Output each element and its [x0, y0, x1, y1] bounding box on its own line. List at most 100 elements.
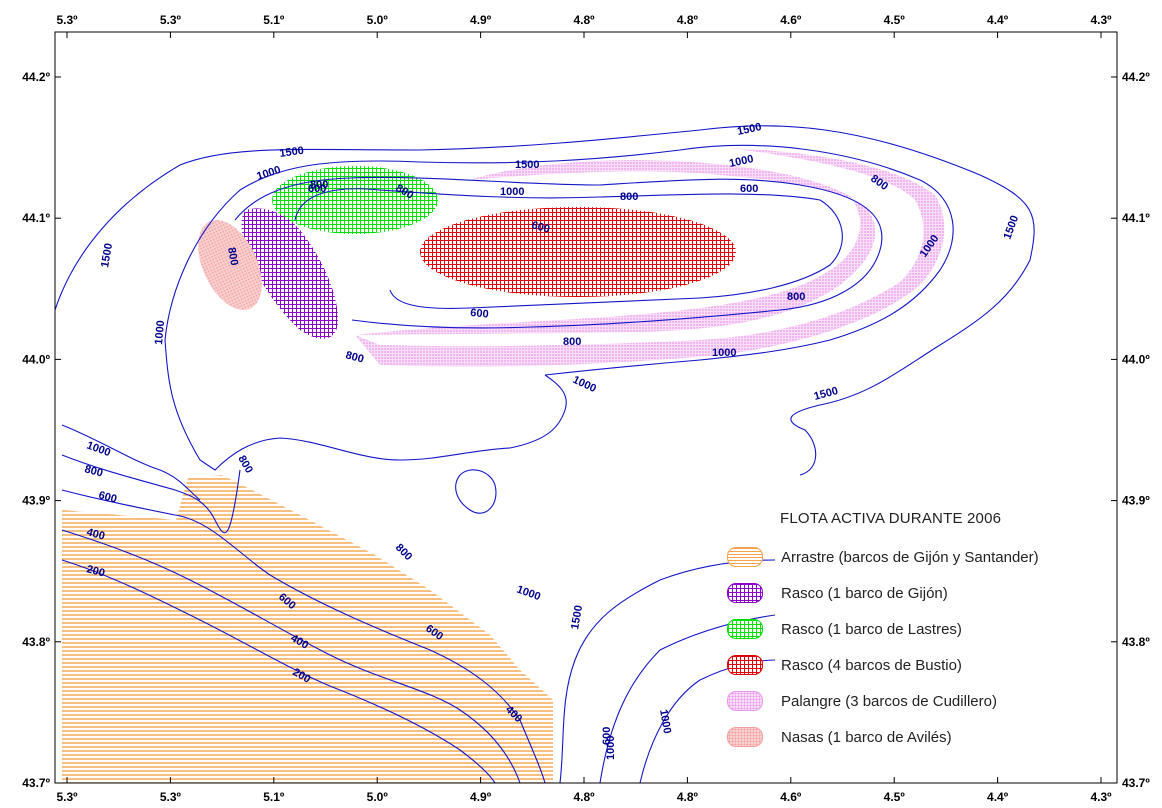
zone-rasco-gijon	[241, 208, 338, 339]
legend-item-rasco-bustio: Rasco (4 barcos de Bustio)	[727, 647, 1147, 683]
contour-label: 1500	[569, 604, 585, 630]
legend-label: Palangre (3 barcos de Cudillero)	[781, 692, 997, 710]
contour-label: 600	[97, 489, 118, 505]
contour-label: 1000	[605, 736, 617, 760]
contour-label: 600	[530, 219, 551, 235]
contour-coast-600	[61, 489, 546, 784]
legend-swatch-rasco-bustio	[727, 655, 763, 675]
contour-label: 1500	[736, 121, 762, 138]
legend-swatch-rasco-gijon	[727, 583, 763, 603]
contour-1000-west	[164, 339, 567, 471]
contour-label: 400	[85, 526, 106, 542]
y-tick-label-right: 43.8º	[1122, 635, 1150, 649]
legend-label: Rasco (4 barcos de Bustio)	[781, 656, 962, 674]
contour-label: 200	[85, 563, 106, 579]
y-tick-label-right: 44.1º	[1122, 211, 1150, 225]
y-tick-label-left: 43.9º	[22, 494, 50, 508]
zone-nasas	[198, 220, 262, 310]
y-axis-right: 44.2º 44.1º 44.0º 43.9º 43.8º 43.7º	[1122, 70, 1150, 790]
x-axis-bottom: 5.3º 5.3º 5.1º 5.0º 4.9º 4.8º 4.8º 4.6º 4.5º 4.4º…	[56, 790, 1112, 804]
contour-label: 800	[787, 291, 805, 303]
contour-label: 600	[601, 727, 613, 745]
x-tick-label-top: 5.1º	[263, 13, 285, 27]
x-tick-label-top: 4.8º	[677, 13, 699, 27]
x-tick-label-bottom: 4.6º	[780, 790, 802, 804]
legend-item-arrastre: Arrastre (barcos de Gijón y Santander)	[727, 539, 1147, 575]
legend-swatch-arrastre	[727, 547, 763, 567]
contour-label: 1000	[500, 186, 524, 198]
x-tick-label-top: 4.8º	[573, 13, 595, 27]
legend-item-palangre: Palangre (3 barcos de Cudillero)	[727, 683, 1147, 719]
legend-label: Arrastre (barcos de Gijón y Santander)	[781, 548, 1039, 566]
frame-border	[54, 31, 1118, 784]
legend-item-rasco-gijon: Rasco (1 barco de Gijón)	[727, 575, 1147, 611]
contour-label: 1000	[255, 164, 282, 183]
contour-label: 1500	[99, 242, 115, 268]
contour-label: 600	[308, 183, 326, 195]
legend-swatch-nasas	[727, 727, 763, 747]
zone-arrastre	[62, 475, 553, 783]
y-tick-label-left: 44.1º	[22, 211, 50, 225]
x-tick-label-top: 4.4º	[987, 13, 1009, 27]
x-tick-label-top: 4.6º	[780, 13, 802, 27]
legend-swatch-rasco-lastres	[727, 619, 763, 639]
x-tick-label-bottom: 4.3º	[1090, 790, 1112, 804]
y-axis-left: 44.2º 44.1º 44.0º 43.9º 43.8º 43.7º	[22, 70, 50, 790]
contour-label: 800	[344, 349, 365, 365]
contour-label: 800	[563, 336, 581, 348]
legend: FLOTA ACTIVA DURANTE 2006 Arrastre (barc…	[727, 510, 1147, 755]
y-tick-label-right: 44.2º	[1122, 70, 1150, 84]
contour-label: 800	[225, 246, 240, 266]
contour-label: 1000	[85, 440, 112, 460]
legend-title: FLOTA ACTIVA DURANTE 2006	[780, 510, 1002, 527]
contour-coast-400	[61, 529, 521, 784]
x-tick-label-bottom: 4.8º	[677, 790, 699, 804]
zone-rasco-lastres	[272, 166, 438, 234]
contour-label: 800	[310, 179, 328, 191]
legend-label: Rasco (1 barco de Lastres)	[781, 620, 962, 638]
y-tick-label-left: 43.7º	[22, 776, 50, 790]
x-tick-label-top: 5.3º	[56, 13, 78, 27]
zone-palangre	[355, 148, 945, 367]
contour-1500-outer	[54, 125, 1035, 476]
x-tick-label-bottom: 5.0º	[367, 790, 389, 804]
y-tick-label-left: 44.2º	[22, 70, 50, 84]
contour-label: 1000	[657, 708, 673, 734]
contour-label: 600	[470, 307, 489, 321]
y-tick-label-left: 44.0º	[22, 352, 50, 366]
contour-label: 800	[393, 542, 414, 563]
contour-label: 1500	[1002, 214, 1022, 241]
x-tick-label-top: 4.9º	[470, 13, 492, 27]
x-tick-label-bottom: 4.4º	[987, 790, 1009, 804]
x-tick-label-top: 4.5º	[884, 13, 906, 27]
x-tick-label-top: 5.3º	[160, 13, 182, 27]
x-tick-label-bottom: 4.5º	[884, 790, 906, 804]
contour-label: 1000	[515, 584, 542, 604]
legend-label: Nasas (1 barco de Avilés)	[781, 728, 952, 746]
contour-east-slope	[559, 559, 776, 784]
contours	[54, 125, 1035, 784]
x-tick-label-bottom: 4.9º	[470, 790, 492, 804]
contour-label: 800	[620, 191, 638, 203]
x-tick-label-bottom: 5.3º	[160, 790, 182, 804]
zone-rasco-bustio	[420, 207, 736, 297]
contour-label: 1500	[813, 385, 840, 403]
contour-coast-1000	[61, 424, 201, 501]
contour-label: 600	[740, 183, 758, 195]
y-tick-label-left: 43.8º	[22, 635, 50, 649]
x-tick-label-bottom: 5.3º	[56, 790, 78, 804]
y-tick-label-right: 43.9º	[1122, 494, 1150, 508]
contour-label: 1500	[279, 145, 305, 160]
legend-swatch-palangre	[727, 691, 763, 711]
contour-coast-200	[61, 559, 496, 784]
contour-1000-north	[164, 144, 954, 376]
y-tick-label-right: 43.7º	[1122, 776, 1150, 790]
contour-label: 1000	[728, 153, 754, 170]
map-frame	[54, 31, 1118, 784]
legend-item-nasas: Nasas (1 barco de Avilés)	[727, 719, 1147, 755]
legend-item-rasco-lastres: Rasco (1 barco de Lastres)	[727, 611, 1147, 647]
tick-marks	[55, 32, 1117, 784]
x-tick-label-bottom: 5.1º	[263, 790, 285, 804]
contour-label: 1000	[153, 320, 167, 345]
